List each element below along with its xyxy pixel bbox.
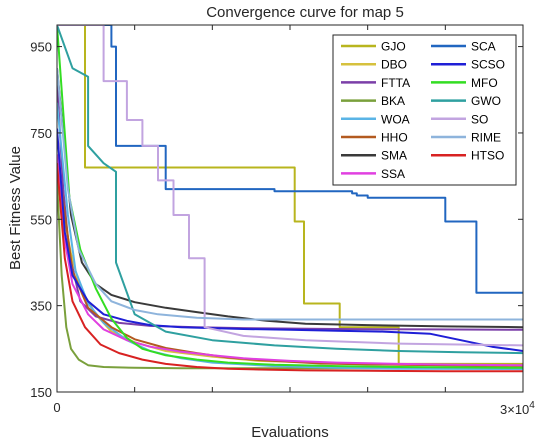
y-axis-ticks: 150 350 550 750 950 bbox=[30, 40, 523, 400]
plot-lines bbox=[57, 25, 523, 373]
series-line-sma bbox=[57, 68, 523, 329]
y-tick-label: 750 bbox=[30, 126, 52, 141]
legend-label-gjo: GJO bbox=[381, 40, 406, 54]
legend-label-gwo: GWO bbox=[471, 94, 501, 108]
y-tick-label: 350 bbox=[30, 299, 52, 314]
series-line-htso bbox=[57, 163, 523, 373]
legend: GJO DBO FTTA BKA WOA HHO SMA SSA SCA SCSO MFO GWO SO… bbox=[332, 34, 517, 186]
legend-label-mfo: MFO bbox=[471, 76, 498, 90]
x-axis-ticks: 0 bbox=[53, 25, 446, 415]
legend-label-bka: BKA bbox=[381, 94, 405, 108]
y-axis-label: Best Fitness Value bbox=[7, 146, 24, 270]
legend-label-ssa: SSA bbox=[381, 167, 405, 181]
legend-label-htso: HTSO bbox=[471, 149, 504, 163]
series-line-gjo bbox=[57, 25, 523, 365]
series-line-so bbox=[57, 25, 523, 347]
legend-label-ftta: FTTA bbox=[381, 76, 410, 90]
series-line-ssa bbox=[57, 154, 523, 367]
x-multiplier-label: 3×104 bbox=[500, 400, 535, 417]
legend-label-so: SO bbox=[471, 112, 488, 126]
series-line-sca bbox=[57, 25, 523, 294]
chart-title: Convergence curve for map 5 bbox=[206, 4, 404, 21]
legend-label-dbo: DBO bbox=[381, 58, 407, 72]
y-tick-label: 550 bbox=[30, 212, 52, 227]
y-tick-label: 950 bbox=[30, 40, 52, 55]
series-line-gwo bbox=[57, 25, 523, 355]
legend-box bbox=[332, 34, 517, 186]
x-tick-label: 0 bbox=[53, 400, 60, 415]
legend-label-rime: RIME bbox=[471, 131, 501, 145]
legend-label-sca: SCA bbox=[471, 40, 496, 54]
legend-label-woa: WOA bbox=[381, 112, 410, 126]
legend-label-scso: SCSO bbox=[471, 58, 505, 72]
series-line-rime bbox=[57, 68, 523, 321]
x-axis-label: Evaluations bbox=[251, 424, 329, 441]
series-line-hho bbox=[57, 154, 523, 367]
legend-label-sma: SMA bbox=[381, 149, 407, 163]
y-tick-label: 150 bbox=[30, 385, 52, 400]
legend-label-hho: HHO bbox=[381, 131, 408, 145]
